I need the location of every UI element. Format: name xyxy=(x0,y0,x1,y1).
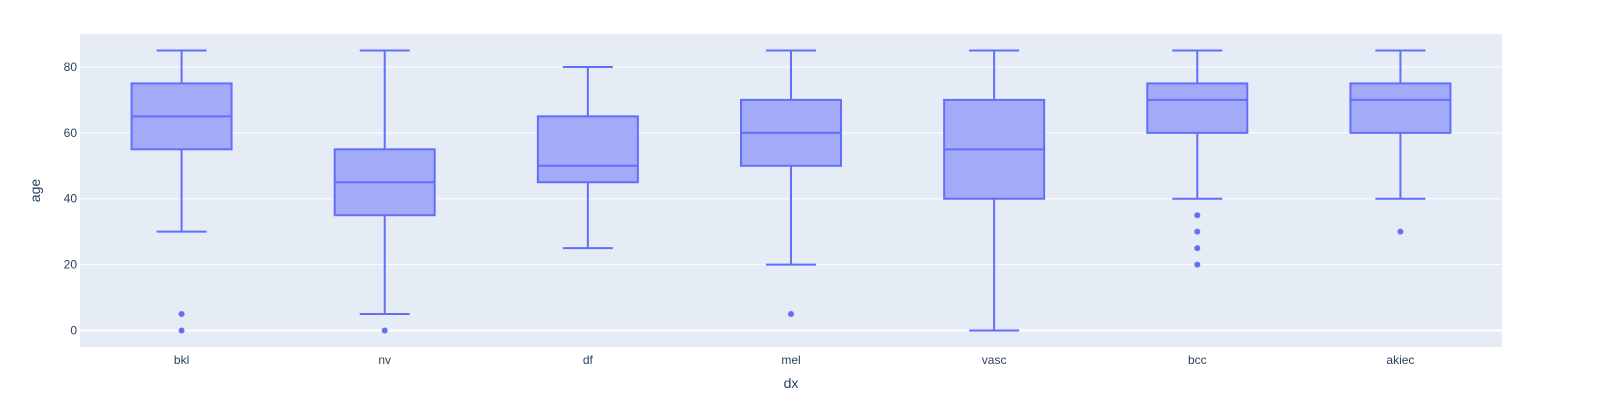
box-vasc xyxy=(943,49,1046,332)
iqr-box xyxy=(536,115,639,184)
outlier-point xyxy=(1194,245,1201,252)
box-nv xyxy=(333,49,436,334)
x-tick-label: df xyxy=(583,353,594,367)
x-axis-ticks: bkl nv df mel vasc bcc akiec xyxy=(174,353,1415,367)
y-tick-label: 0 xyxy=(70,324,77,338)
x-tick-label: vasc xyxy=(982,353,1007,367)
box-df xyxy=(536,65,639,250)
outlier-point xyxy=(1194,261,1201,268)
x-tick-label: akiec xyxy=(1386,353,1414,367)
box-akiec xyxy=(1349,49,1452,235)
x-axis-title: dx xyxy=(784,375,799,391)
box-bkl xyxy=(130,49,233,334)
outlier-point xyxy=(1194,228,1201,235)
y-tick-label: 20 xyxy=(64,258,78,272)
box-mel xyxy=(740,49,842,318)
y-axis-ticks: 0 20 40 60 80 xyxy=(64,60,78,338)
outlier-point xyxy=(178,327,185,334)
outlier-point xyxy=(1194,212,1201,219)
x-tick-label: bcc xyxy=(1188,353,1207,367)
iqr-box xyxy=(1349,82,1452,134)
iqr-box xyxy=(1146,82,1249,134)
x-tick-label: nv xyxy=(378,353,391,367)
y-tick-label: 40 xyxy=(64,192,78,206)
y-tick-label: 80 xyxy=(64,60,78,74)
x-tick-label: bkl xyxy=(174,353,189,367)
y-tick-label: 60 xyxy=(64,126,78,140)
box-bcc xyxy=(1146,49,1249,268)
outlier-point xyxy=(381,327,388,334)
x-tick-label: mel xyxy=(781,353,800,367)
boxes xyxy=(130,49,1452,334)
outlier-point xyxy=(788,311,794,318)
outlier-point xyxy=(178,311,185,318)
outlier-point xyxy=(1397,228,1404,235)
y-axis-title: age xyxy=(27,179,43,203)
